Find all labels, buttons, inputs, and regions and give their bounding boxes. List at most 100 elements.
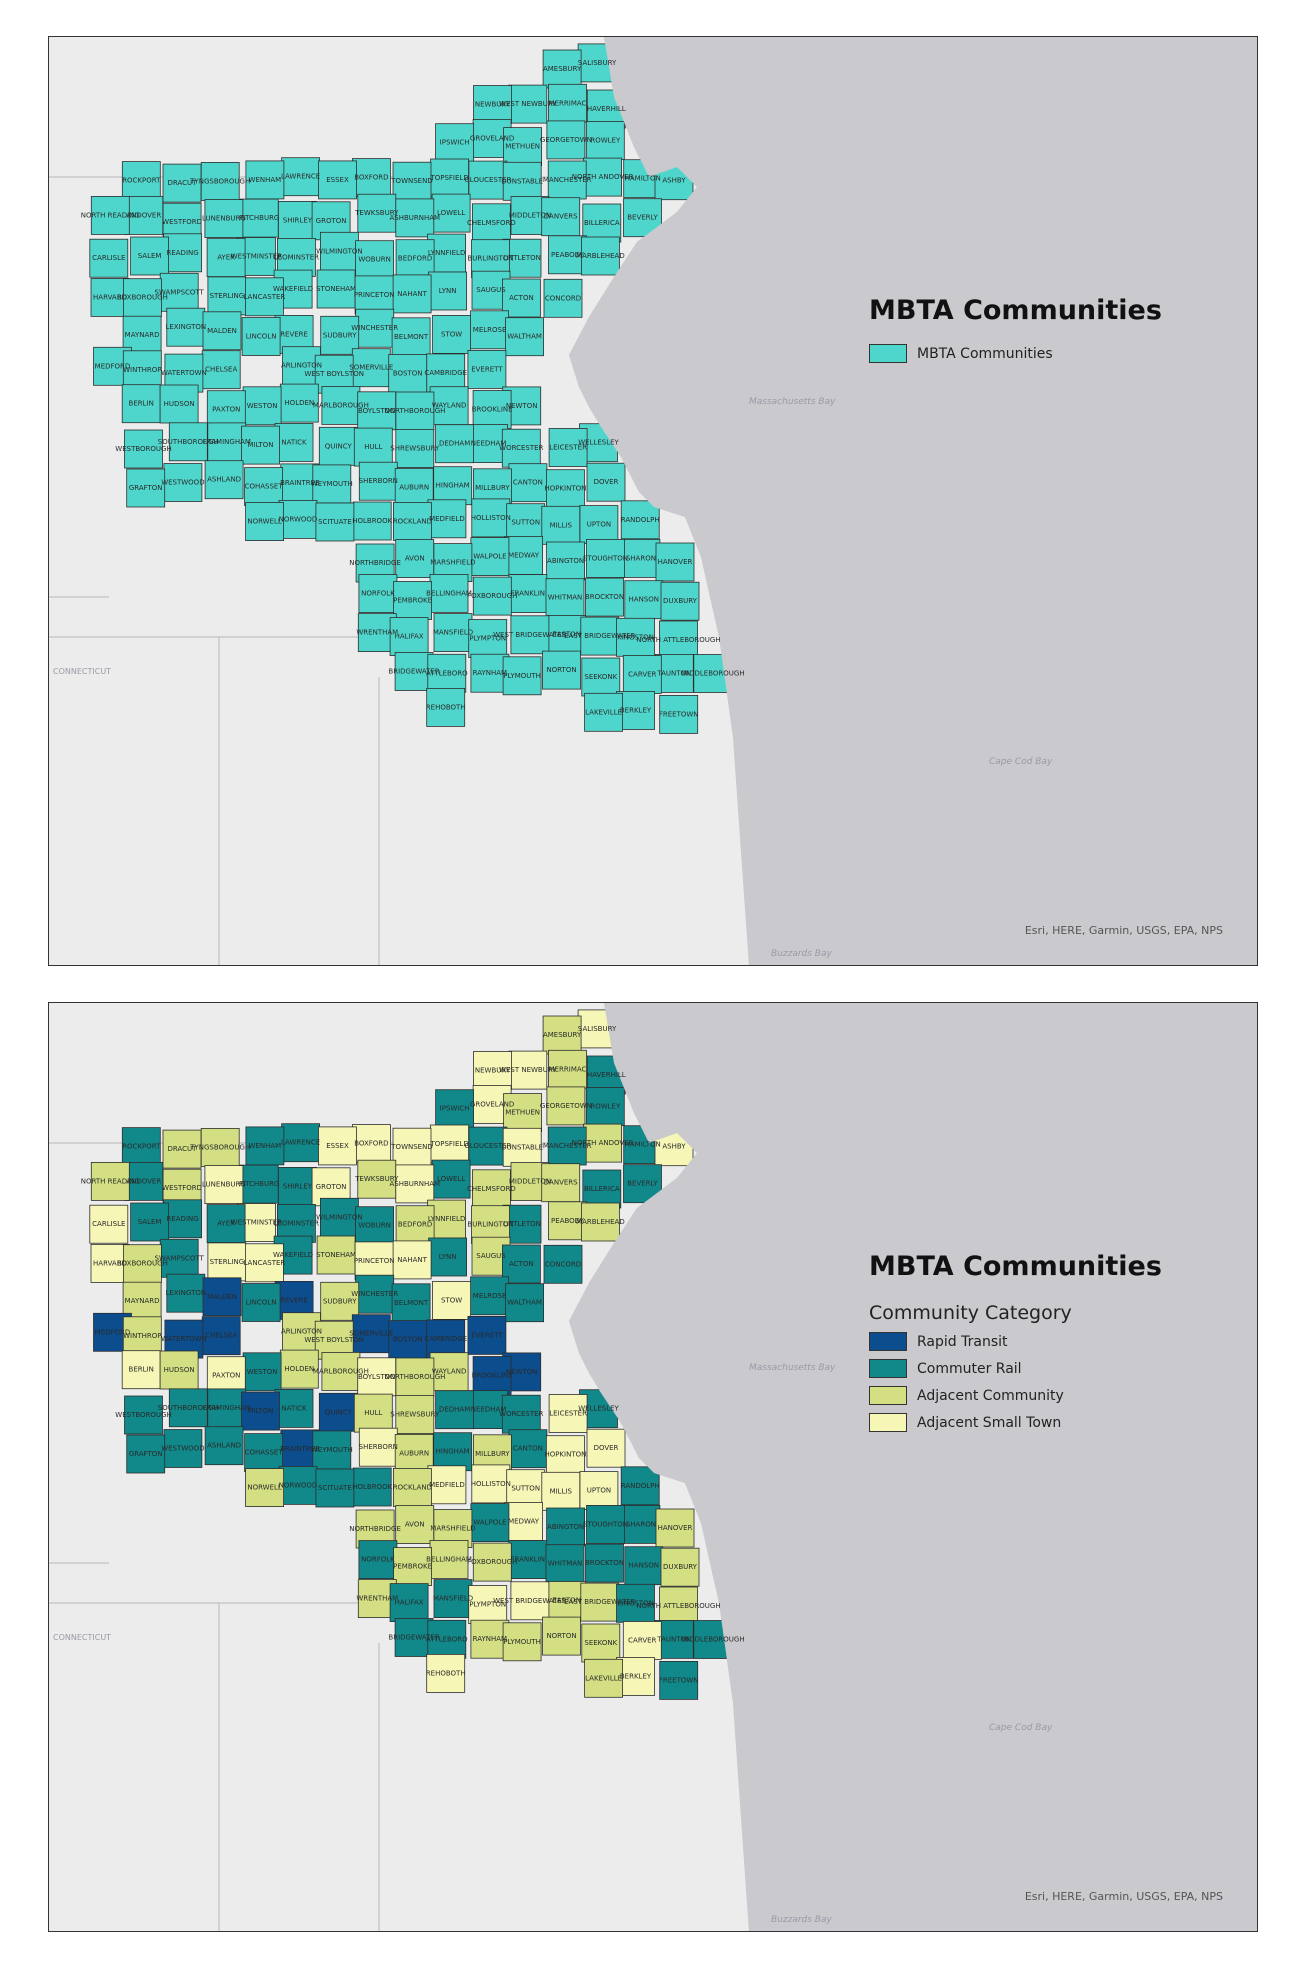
town-seekonk[interactable]	[581, 1623, 621, 1663]
town-foxborough[interactable]	[472, 1542, 512, 1582]
town-bellingham[interactable]	[429, 574, 469, 613]
town-freetown[interactable]	[659, 695, 699, 734]
town-easton[interactable]	[547, 615, 587, 654]
town-malden[interactable]	[202, 311, 242, 351]
town-sudbury[interactable]	[320, 1281, 360, 1321]
town-concord[interactable]	[543, 278, 583, 318]
town-sterling[interactable]	[207, 1242, 247, 1282]
town-salem[interactable]	[130, 236, 169, 276]
town-lakeville[interactable]	[584, 1658, 623, 1698]
town-lawrence[interactable]	[281, 1123, 321, 1163]
town-randolph[interactable]	[620, 1466, 660, 1506]
town-lakeville[interactable]	[584, 692, 623, 732]
town-northborough[interactable]	[395, 1357, 435, 1397]
town-needham[interactable]	[469, 424, 509, 464]
town-townsend[interactable]	[392, 1127, 432, 1167]
town-whitman[interactable]	[545, 578, 585, 618]
town-harvard[interactable]	[90, 1243, 130, 1283]
town-boxborough[interactable]	[123, 278, 162, 318]
town-weston[interactable]	[242, 386, 282, 426]
town-ashland[interactable]	[204, 1426, 244, 1466]
town-raynham[interactable]	[470, 1619, 510, 1659]
town-boston[interactable]	[388, 354, 428, 394]
town-mansfield[interactable]	[433, 1579, 473, 1618]
town-carlisle[interactable]	[89, 238, 129, 278]
town-east-bridgewater[interactable]	[580, 1582, 620, 1622]
town-west-bridgewater[interactable]	[510, 1581, 550, 1621]
town-concord[interactable]	[543, 1244, 583, 1284]
town-billerica[interactable]	[582, 203, 622, 243]
town-wilmington[interactable]	[319, 231, 359, 271]
town-topsfield[interactable]	[430, 1124, 470, 1164]
town-worcester[interactable]	[501, 428, 541, 468]
town-tyngsborough[interactable]	[200, 1128, 240, 1167]
town-cambridge[interactable]	[426, 1319, 466, 1359]
town-west-bridgewater[interactable]	[510, 615, 550, 655]
town-stow[interactable]	[432, 314, 472, 354]
town-everett[interactable]	[467, 1315, 507, 1355]
town-boxford[interactable]	[351, 1124, 391, 1163]
town-holbrook[interactable]	[352, 1467, 392, 1507]
town-methuen[interactable]	[503, 1093, 543, 1132]
town-carlisle[interactable]	[89, 1204, 129, 1244]
town-lowell[interactable]	[431, 193, 471, 233]
town-millis[interactable]	[541, 505, 581, 545]
town-belmont[interactable]	[391, 317, 431, 357]
town-westborough[interactable]	[124, 1395, 163, 1435]
town-scituate[interactable]	[315, 502, 355, 542]
town-boxford[interactable]	[351, 158, 391, 197]
town-andover[interactable]	[124, 1161, 164, 1201]
town-walpole[interactable]	[470, 1503, 510, 1543]
town-avon[interactable]	[395, 539, 435, 579]
town-hull[interactable]	[353, 1393, 393, 1433]
town-leicester[interactable]	[548, 1394, 588, 1433]
town-lancaster[interactable]	[244, 277, 284, 317]
town-danvers[interactable]	[541, 197, 581, 237]
town-kingston[interactable]	[616, 617, 655, 657]
town-milton[interactable]	[241, 1391, 280, 1431]
town-hingham[interactable]	[433, 466, 473, 506]
town-fitchburg[interactable]	[239, 1164, 279, 1204]
town-rowley[interactable]	[585, 121, 625, 160]
town-billerica[interactable]	[582, 1169, 622, 1209]
town-sutton[interactable]	[506, 503, 546, 543]
town-abington[interactable]	[546, 541, 586, 581]
town-holliston[interactable]	[471, 498, 511, 538]
town-mansfield[interactable]	[433, 613, 473, 652]
town-lynn[interactable]	[428, 271, 468, 311]
town-southborough[interactable]	[168, 1388, 208, 1428]
town-norfolk[interactable]	[358, 574, 398, 613]
town-everett[interactable]	[467, 349, 507, 389]
town-sherborn[interactable]	[358, 1427, 398, 1467]
town-rowley[interactable]	[585, 1087, 625, 1126]
town-southborough[interactable]	[168, 422, 208, 462]
town-stoughton[interactable]	[586, 538, 625, 578]
town-sherborn[interactable]	[358, 461, 398, 501]
town-rockland[interactable]	[392, 501, 432, 541]
town-lexington[interactable]	[166, 307, 206, 347]
town-stow[interactable]	[432, 1280, 472, 1320]
town-franklin[interactable]	[508, 574, 548, 613]
town-halifax[interactable]	[389, 617, 429, 656]
town-duxbury[interactable]	[660, 1547, 700, 1587]
town-hopkinton[interactable]	[545, 469, 585, 509]
town-natick[interactable]	[274, 422, 314, 462]
town-peabody[interactable]	[548, 1201, 587, 1241]
town-natick[interactable]	[274, 1388, 314, 1428]
town-chelmsford[interactable]	[471, 1169, 511, 1209]
town-hingham[interactable]	[433, 1432, 473, 1472]
town-ashburnham[interactable]	[395, 1164, 435, 1204]
town-paxton[interactable]	[206, 390, 246, 430]
town-swampscott[interactable]	[159, 1238, 199, 1278]
town-auburn[interactable]	[394, 1434, 434, 1473]
town-norwood[interactable]	[278, 499, 318, 539]
town-needham[interactable]	[469, 1390, 509, 1430]
town-hopkinton[interactable]	[545, 1435, 585, 1475]
town-plympton[interactable]	[468, 1585, 508, 1624]
town-lawrence[interactable]	[281, 157, 321, 197]
town-kingston[interactable]	[616, 1583, 655, 1623]
town-boylston[interactable]	[357, 391, 397, 431]
town-dedham[interactable]	[435, 1390, 475, 1430]
town-franklin[interactable]	[508, 1540, 548, 1579]
town-whitman[interactable]	[545, 1544, 585, 1584]
